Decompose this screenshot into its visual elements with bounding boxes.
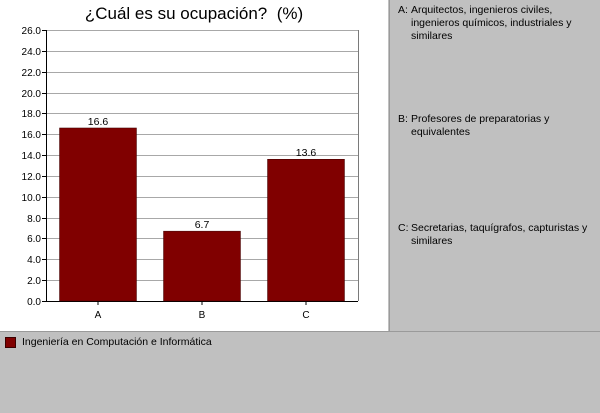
category-key-a: A:	[398, 4, 408, 16]
y-tick-label: 4.0	[27, 255, 41, 266]
category-legend: A: Arquitectos, ingenieros civiles, inge…	[389, 0, 600, 331]
y-tick-label: 26.0	[22, 26, 42, 37]
y-tick-label: 22.0	[22, 68, 42, 79]
bar	[163, 230, 241, 302]
y-tick-label: 18.0	[22, 109, 42, 120]
series-legend: Ingeniería en Computación e Informática	[0, 331, 600, 413]
series-name: Ingeniería en Computación e Informática	[22, 336, 212, 348]
bar-chart: 0.0 2.0 4.0 6.0 8.0 10.0 12.0 14.0 16.0 18.0 20.0 2…	[22, 26, 359, 321]
category-description-a: A: Arquitectos, ingenieros civiles, inge…	[398, 4, 598, 43]
series-swatch	[5, 337, 16, 348]
chart-title: ¿Cuál es su ocupación? (%)	[84, 4, 304, 23]
y-tick-label: 12.0	[22, 172, 42, 183]
category-description-c: C: Secretarias, taquígrafos, capturistas…	[398, 222, 598, 248]
y-tick-label: 8.0	[27, 214, 41, 225]
y-tick-label: 0.0	[27, 297, 41, 308]
data-label: 16.6	[88, 116, 109, 128]
category-text-a: Arquitectos, ingenieros civiles, ingenie…	[411, 4, 572, 42]
category-key-b: B:	[398, 113, 408, 125]
bar	[267, 158, 345, 302]
x-tick-label: B	[199, 310, 206, 321]
data-label: 13.6	[296, 147, 317, 159]
y-tick-label: 10.0	[22, 193, 42, 204]
chart-panel: ¿Cuál es su ocupación? (%) 0.0 2.0 4.0 6.0 8…	[0, 0, 388, 331]
category-text-c: Secretarias, taquígrafos, capturistas y …	[411, 222, 588, 247]
y-tick-label: 16.0	[22, 130, 42, 141]
category-description-b: B: Profesores de preparatorias y equival…	[398, 113, 598, 139]
y-tick-label: 14.0	[22, 151, 42, 162]
category-text-b: Profesores de preparatorias y equivalent…	[411, 113, 550, 138]
y-tick-label: 6.0	[27, 234, 41, 245]
category-key-c: C:	[398, 222, 409, 234]
x-tick-label: C	[302, 310, 309, 321]
bar	[59, 127, 137, 302]
data-label: 6.7	[195, 219, 210, 231]
x-tick-label: A	[95, 310, 102, 321]
y-tick-label: 24.0	[22, 47, 42, 58]
y-tick-label: 20.0	[22, 89, 42, 100]
y-tick-label: 2.0	[27, 276, 41, 287]
